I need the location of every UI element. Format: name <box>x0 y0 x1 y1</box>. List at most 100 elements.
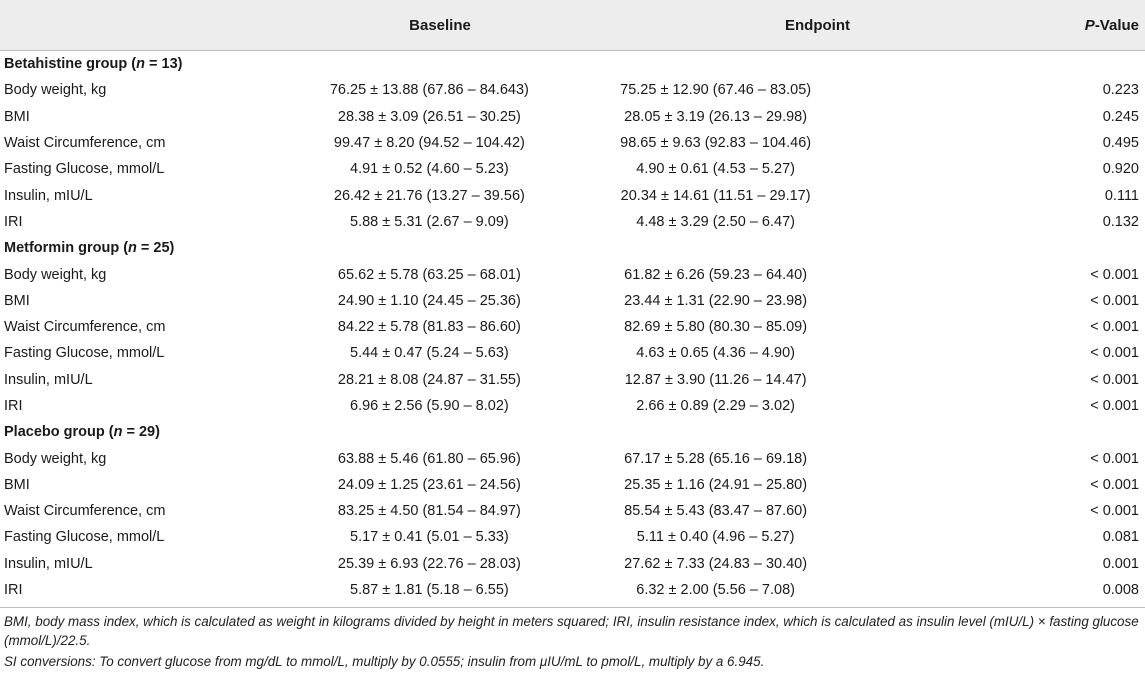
p-value: 0.081 <box>1102 529 1139 546</box>
endpoint-value: 98.65 ± 9.63 (92.83 – 104.46) <box>620 135 812 152</box>
row-label: Fasting Glucose, mmol/L <box>4 161 165 178</box>
row-label: Insulin, mIU/L <box>4 555 93 572</box>
group-title-prefix: Betahistine group ( <box>4 56 137 73</box>
row-label: Waist Circumference, cm <box>4 503 166 520</box>
footnote-si-conversions: SI conversions: To convert glucose from … <box>4 654 765 670</box>
table-row: Fasting Glucose, mmol/L 5.44 ± 0.47 (5.24… <box>0 340 1145 366</box>
table-row: Insulin, mIU/L 26.42 ± 21.76 (13.27 – 39.… <box>0 182 1145 208</box>
endpoint-value: 67.17 ± 5.28 (65.16 – 69.18) <box>624 450 808 467</box>
row-label: IRI <box>4 582 23 599</box>
table-footnotes: BMI, body mass index, which is calculate… <box>0 608 1145 671</box>
results-table: Betahistine group (n = 13) Body weight, … <box>0 51 1145 603</box>
endpoint-value: 5.11 ± 0.40 (4.96 – 5.27) <box>636 529 795 546</box>
group-title-n: n <box>113 424 123 441</box>
endpoint-value: 27.62 ± 7.33 (24.83 – 30.40) <box>624 555 808 572</box>
p-value: 0.111 <box>1104 187 1139 204</box>
footnote-abbreviations: BMI, body mass index, which is calculate… <box>4 614 1139 649</box>
p-value: < 0.001 <box>1090 292 1139 309</box>
group-title-row: Betahistine group (n = 13) <box>0 51 1145 77</box>
row-label: Body weight, kg <box>4 82 107 99</box>
group-title: Metformin group (n = 25) <box>0 235 1145 261</box>
table-row: Waist Circumference, cm 99.47 ± 8.20 (94.… <box>0 130 1145 156</box>
results-table-document: Baseline Endpoint P-Value Betahistine gr… <box>0 0 1145 671</box>
baseline-value: 63.88 ± 5.46 (61.80 – 65.96) <box>337 450 521 467</box>
table-row: Waist Circumference, cm 84.22 ± 5.78 (81.… <box>0 314 1145 340</box>
baseline-value: 28.38 ± 3.09 (26.51 – 30.25) <box>337 108 521 125</box>
p-value: 0.495 <box>1102 135 1139 152</box>
row-label: Insulin, mIU/L <box>4 371 93 388</box>
group-title-n: n <box>128 240 137 257</box>
endpoint-value: 6.32 ± 2.00 (5.56 – 7.08) <box>636 582 795 599</box>
row-label: Body weight, kg <box>4 266 107 283</box>
table-row: BMI 24.09 ± 1.25 (23.61 – 24.56) 25.35 ± 1… <box>0 472 1145 498</box>
baseline-value: 5.87 ± 1.81 (5.18 – 6.55) <box>350 582 509 599</box>
endpoint-value: 75.25 ± 12.90 (67.46 – 83.05) <box>620 82 812 99</box>
table-row: Fasting Glucose, mmol/L 4.91 ± 0.52 (4.60… <box>0 156 1145 182</box>
baseline-value: 5.17 ± 0.41 (5.01 – 5.33) <box>350 529 509 546</box>
row-label: Waist Circumference, cm <box>4 135 166 152</box>
header-baseline: Baseline <box>409 16 471 34</box>
baseline-value: 24.09 ± 1.25 (23.61 – 24.56) <box>337 476 521 493</box>
baseline-value: 6.96 ± 2.56 (5.90 – 8.02) <box>350 398 509 414</box>
baseline-value: 28.21 ± 8.08 (24.87 – 31.55) <box>337 371 521 388</box>
baseline-value: 5.88 ± 5.31 (2.67 – 9.09) <box>350 213 509 230</box>
row-label: Fasting Glucose, mmol/L <box>4 529 165 546</box>
endpoint-value: 82.69 ± 5.80 (80.30 – 85.09) <box>624 319 808 336</box>
baseline-value: 76.25 ± 13.88 (67.86 – 84.643) <box>329 82 529 99</box>
table-row: IRI 5.87 ± 1.81 (5.18 – 6.55) 6.32 ± 2.00 … <box>0 577 1145 603</box>
endpoint-value: 20.34 ± 14.61 (11.51 – 29.17) <box>620 187 811 204</box>
table-row: IRI 6.96 ± 2.56 (5.90 – 8.02) 2.66 ± 0.89 … <box>0 393 1145 419</box>
endpoint-value: 23.44 ± 1.31 (22.90 – 23.98) <box>624 292 808 309</box>
row-label: IRI <box>4 398 23 414</box>
endpoint-value: 28.05 ± 3.19 (26.13 – 29.98) <box>624 108 808 125</box>
group-title: Placebo group (n = 29) <box>0 419 1145 445</box>
baseline-value: 4.91 ± 0.52 (4.60 – 5.23) <box>350 161 509 178</box>
table-row: Fasting Glucose, mmol/L 5.17 ± 0.41 (5.01… <box>0 524 1145 550</box>
baseline-value: 99.47 ± 8.20 (94.52 – 104.42) <box>333 135 525 152</box>
table-row: BMI 28.38 ± 3.09 (26.51 – 30.25) 28.05 ± 3… <box>0 104 1145 130</box>
endpoint-value: 4.48 ± 3.29 (2.50 – 6.47) <box>636 213 795 230</box>
table-row: Insulin, mIU/L 28.21 ± 8.08 (24.87 – 31.5… <box>0 367 1145 393</box>
row-label: BMI <box>4 108 30 125</box>
p-value: < 0.001 <box>1090 450 1139 467</box>
baseline-value: 65.62 ± 5.78 (63.25 – 68.01) <box>337 266 521 283</box>
endpoint-value: 12.87 ± 3.90 (11.26 – 14.47) <box>624 371 807 388</box>
p-value: 0.132 <box>1102 213 1139 230</box>
group-title-prefix: Placebo group ( <box>4 424 114 441</box>
p-value: < 0.001 <box>1090 319 1139 336</box>
header-p-value: P-Value <box>1020 17 1139 34</box>
row-label: Insulin, mIU/L <box>4 187 93 204</box>
group-title-suffix: = 13) <box>144 56 183 73</box>
row-label: Waist Circumference, cm <box>4 319 166 336</box>
baseline-value: 25.39 ± 6.93 (22.76 – 28.03) <box>337 555 521 572</box>
row-label: Fasting Glucose, mmol/L <box>4 345 165 362</box>
group-title-n: n <box>136 56 145 73</box>
table-row: IRI 5.88 ± 5.31 (2.67 – 9.09) 4.48 ± 3.29 … <box>0 209 1145 235</box>
header-p-value-rest: -Value <box>1094 16 1139 34</box>
endpoint-value: 85.54 ± 5.43 (83.47 – 87.60) <box>624 503 808 520</box>
group-title-suffix: = 25) <box>136 240 175 257</box>
endpoint-value: 61.82 ± 6.26 (59.23 – 64.40) <box>624 266 808 283</box>
p-value: < 0.001 <box>1090 476 1139 493</box>
p-value: 0.223 <box>1102 82 1139 99</box>
p-value: 0.245 <box>1102 108 1139 125</box>
p-value: 0.008 <box>1102 582 1139 599</box>
endpoint-value: 2.66 ± 0.89 (2.29 – 3.02) <box>636 398 795 414</box>
row-label: IRI <box>4 213 23 230</box>
row-label: BMI <box>4 476 30 493</box>
table-row: Body weight, kg 76.25 ± 13.88 (67.86 – 84… <box>0 77 1145 103</box>
table-row: Insulin, mIU/L 25.39 ± 6.93 (22.76 – 28.0… <box>0 551 1145 577</box>
header-p-value-italic: P <box>1084 16 1095 34</box>
footnote-divider <box>0 607 1145 609</box>
table-row: Body weight, kg 63.88 ± 5.46 (61.80 – 65.… <box>0 445 1145 471</box>
p-value: 0.920 <box>1102 161 1139 178</box>
baseline-value: 26.42 ± 21.76 (13.27 – 39.56) <box>333 187 525 204</box>
endpoint-value: 25.35 ± 1.16 (24.91 – 25.80) <box>624 476 808 493</box>
endpoint-value: 4.63 ± 0.65 (4.36 – 4.90) <box>636 345 795 362</box>
p-value: < 0.001 <box>1090 398 1139 414</box>
p-value: < 0.001 <box>1090 371 1139 388</box>
group-title-row: Metformin group (n = 25) <box>0 235 1145 261</box>
table-row: BMI 24.90 ± 1.10 (24.45 – 25.36) 23.44 ± 1… <box>0 288 1145 314</box>
table-row: Waist Circumference, cm 83.25 ± 4.50 (81.… <box>0 498 1145 524</box>
group-title-prefix: Metformin group ( <box>4 240 129 257</box>
